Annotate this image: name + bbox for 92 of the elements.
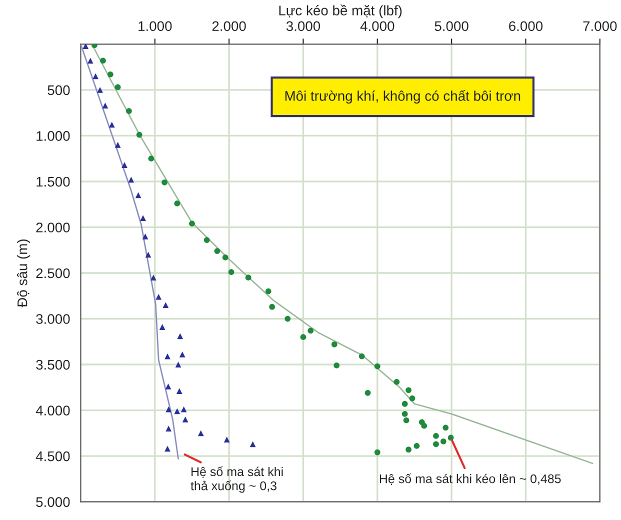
- point: [162, 302, 169, 308]
- point: [334, 362, 340, 368]
- y-tick-label: 4.000: [36, 406, 70, 416]
- point: [166, 406, 172, 412]
- x-tick-label: 6.000: [509, 21, 543, 32]
- point: [82, 44, 89, 49]
- point: [374, 449, 380, 456]
- point: [128, 176, 134, 183]
- point: [402, 410, 408, 417]
- point: [122, 162, 128, 168]
- y-tick-label: 500: [48, 85, 70, 96]
- point: [175, 362, 182, 368]
- point: [176, 388, 182, 394]
- point: [102, 102, 108, 108]
- point: [97, 87, 103, 93]
- point: [92, 73, 99, 80]
- point: [204, 237, 210, 243]
- point: [214, 248, 220, 254]
- point: [136, 132, 142, 138]
- point: [179, 352, 186, 358]
- point: [92, 44, 98, 48]
- x-tick-label: 4.000: [360, 21, 394, 32]
- y-tick-label: 4.500: [36, 451, 70, 462]
- point: [308, 328, 314, 334]
- y-tick-label: 2.500: [36, 268, 70, 278]
- annotation: Môi trường khí, không có chất bôi trơn: [285, 90, 520, 104]
- annotation: Hệ số ma sát khi kéo lên ~ 0,485: [380, 473, 561, 485]
- point: [108, 122, 115, 128]
- point: [165, 384, 172, 390]
- point: [135, 192, 142, 198]
- point: [222, 254, 228, 260]
- point: [406, 446, 412, 453]
- point: [126, 108, 132, 114]
- point: [228, 269, 234, 276]
- point: [245, 274, 252, 281]
- point: [331, 341, 338, 348]
- x-tick-label: 5.000: [434, 21, 468, 32]
- x-tick-label: 1.000: [138, 21, 172, 32]
- y-tick-label: 3.000: [36, 314, 70, 324]
- point: [177, 333, 184, 340]
- y-tick-label: 1.000: [36, 131, 70, 141]
- point: [358, 353, 365, 360]
- point: [269, 304, 276, 310]
- point: [156, 294, 162, 300]
- point: [403, 417, 410, 424]
- point: [250, 441, 256, 448]
- point: [159, 324, 166, 330]
- point: [148, 156, 154, 162]
- point: [402, 400, 408, 407]
- point: [284, 316, 291, 322]
- x-tick-label: 2.000: [212, 21, 246, 32]
- point: [265, 288, 272, 294]
- line-series: [80, 44, 179, 460]
- point: [414, 443, 420, 449]
- point: [442, 424, 449, 431]
- point: [174, 408, 180, 414]
- y-tick-label: 1.500: [36, 176, 70, 187]
- point: [374, 363, 380, 370]
- point: [142, 233, 148, 240]
- point: [140, 215, 146, 222]
- point: [87, 58, 94, 64]
- point: [150, 274, 156, 281]
- point: [198, 430, 204, 436]
- point: [145, 252, 152, 258]
- point: [433, 441, 439, 448]
- point: [174, 200, 180, 206]
- y-axis-title: Độ sâu (m): [17, 240, 30, 308]
- point: [114, 84, 121, 90]
- point: [409, 395, 416, 402]
- point: [394, 378, 400, 385]
- x-tick-label: 3.000: [286, 21, 320, 32]
- point: [182, 416, 188, 422]
- x-axis-title: Lực kéo bề mặt (lbf): [279, 4, 402, 18]
- point: [100, 58, 106, 64]
- point: [433, 432, 439, 439]
- point: [189, 220, 195, 227]
- point: [114, 142, 121, 148]
- point: [180, 406, 187, 412]
- point: [162, 179, 168, 186]
- point: [364, 390, 371, 396]
- x-tick-label: 7.000: [583, 21, 617, 32]
- point: [300, 334, 306, 340]
- point: [406, 387, 412, 394]
- point: [166, 426, 172, 432]
- point: [107, 71, 114, 78]
- point: [421, 422, 428, 429]
- annotation: Hệ số ma sát khi thả xuống ~ 0,3: [190, 466, 283, 493]
- y-tick-label: 5.000: [36, 497, 70, 507]
- y-tick-label: 2.000: [36, 222, 70, 232]
- point: [440, 438, 446, 444]
- y-tick-label: 3.500: [36, 360, 70, 370]
- point: [224, 436, 230, 443]
